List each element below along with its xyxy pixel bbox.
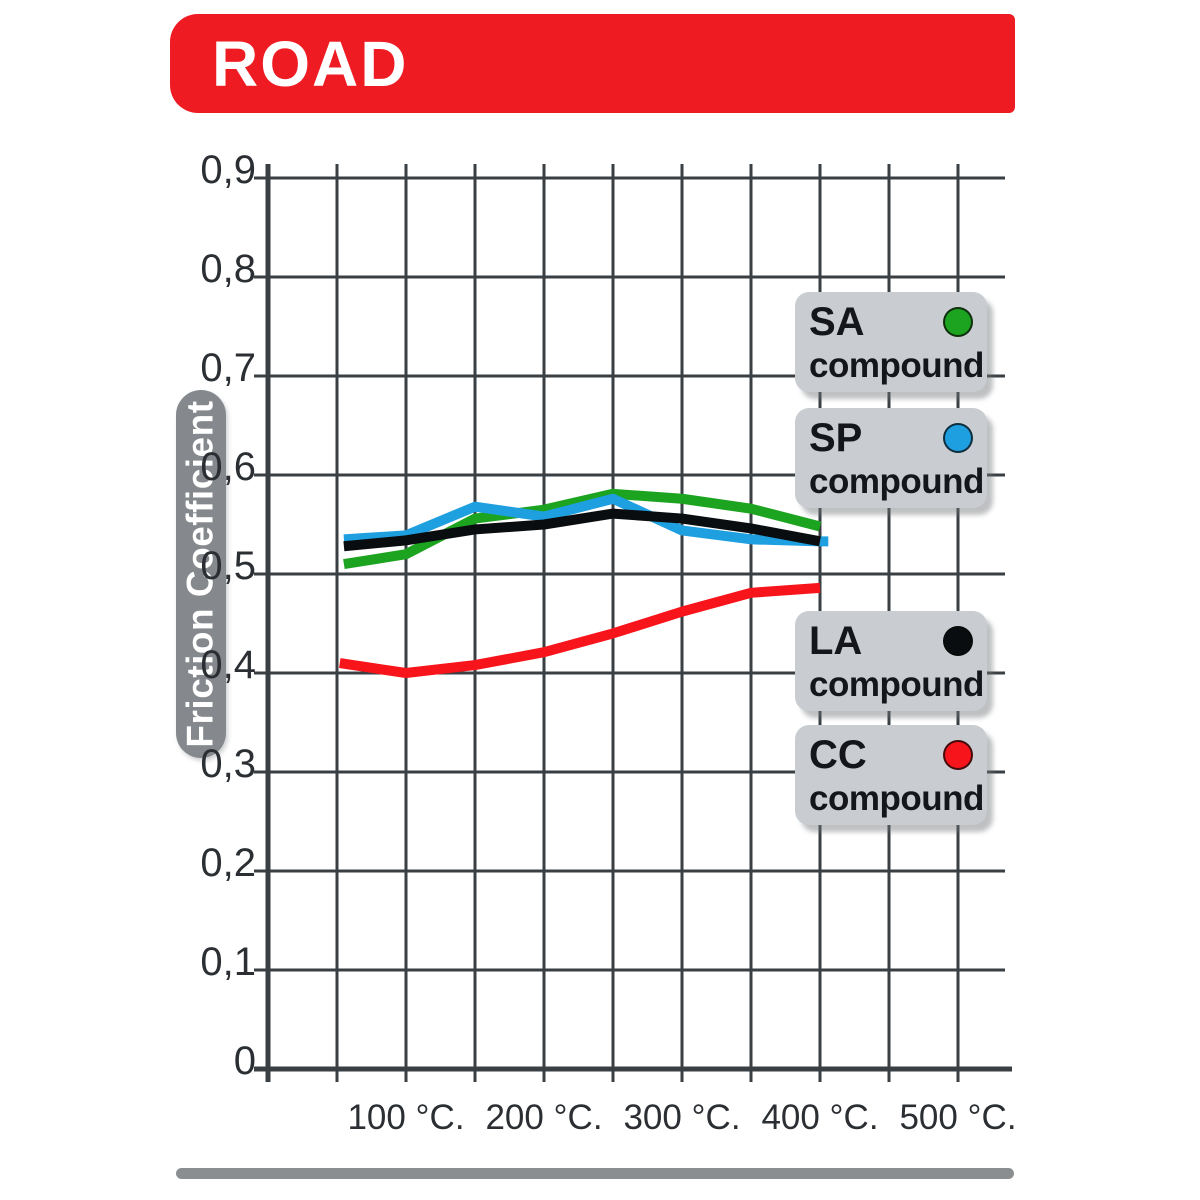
legend-la-code: LA	[809, 619, 863, 663]
x-tick-label: 200 °C.	[485, 1098, 603, 1137]
y-tick-label: 0,3	[200, 742, 256, 786]
banner-title: ROAD	[212, 27, 409, 100]
y-tick-label: 0,5	[200, 544, 256, 588]
y-tick-label: 0,1	[200, 940, 256, 984]
legend-cc-compound: CC compound	[795, 725, 987, 825]
x-tick-label: 500 °C.	[899, 1098, 1017, 1137]
y-axis-label-pill: Friction Coefficient	[176, 390, 226, 758]
legend-sa-label: compound	[809, 346, 984, 385]
sa-color-dot-icon	[943, 307, 973, 337]
legend-sp-code: SP	[809, 416, 863, 460]
series-line-cc	[339, 582, 821, 678]
x-tick-label: 400 °C.	[761, 1098, 879, 1137]
legend-sa-compound: SA compound	[795, 292, 987, 392]
y-tick-label: 0,9	[200, 148, 256, 192]
y-tick-label: 0,6	[200, 445, 256, 489]
y-tick-label: 0,4	[200, 643, 256, 687]
cc-color-dot-icon	[943, 740, 973, 770]
legend-la-label: compound	[809, 665, 984, 704]
legend-cc-code: CC	[809, 733, 867, 777]
y-tick-label: 0,7	[200, 346, 256, 390]
series-line-sa	[343, 488, 822, 570]
y-tick-label: 0	[233, 1039, 256, 1083]
road-banner: ROAD	[170, 14, 1015, 113]
y-tick-label: 0,8	[200, 247, 256, 291]
x-tick-label: 300 °C.	[623, 1098, 741, 1137]
legend-la-compound: LA compound	[795, 611, 987, 711]
series-line-la	[343, 508, 821, 552]
sp-color-dot-icon	[943, 423, 973, 453]
legend-cc-label: compound	[809, 779, 984, 818]
la-color-dot-icon	[943, 626, 973, 656]
bottom-divider-bar	[176, 1168, 1014, 1179]
legend-sa-code: SA	[809, 300, 865, 344]
legend-sp-compound: SP compound	[795, 408, 987, 508]
x-tick-label: 100 °C.	[347, 1098, 465, 1137]
legend-sp-label: compound	[809, 462, 984, 501]
y-tick-label: 0,2	[200, 841, 256, 885]
